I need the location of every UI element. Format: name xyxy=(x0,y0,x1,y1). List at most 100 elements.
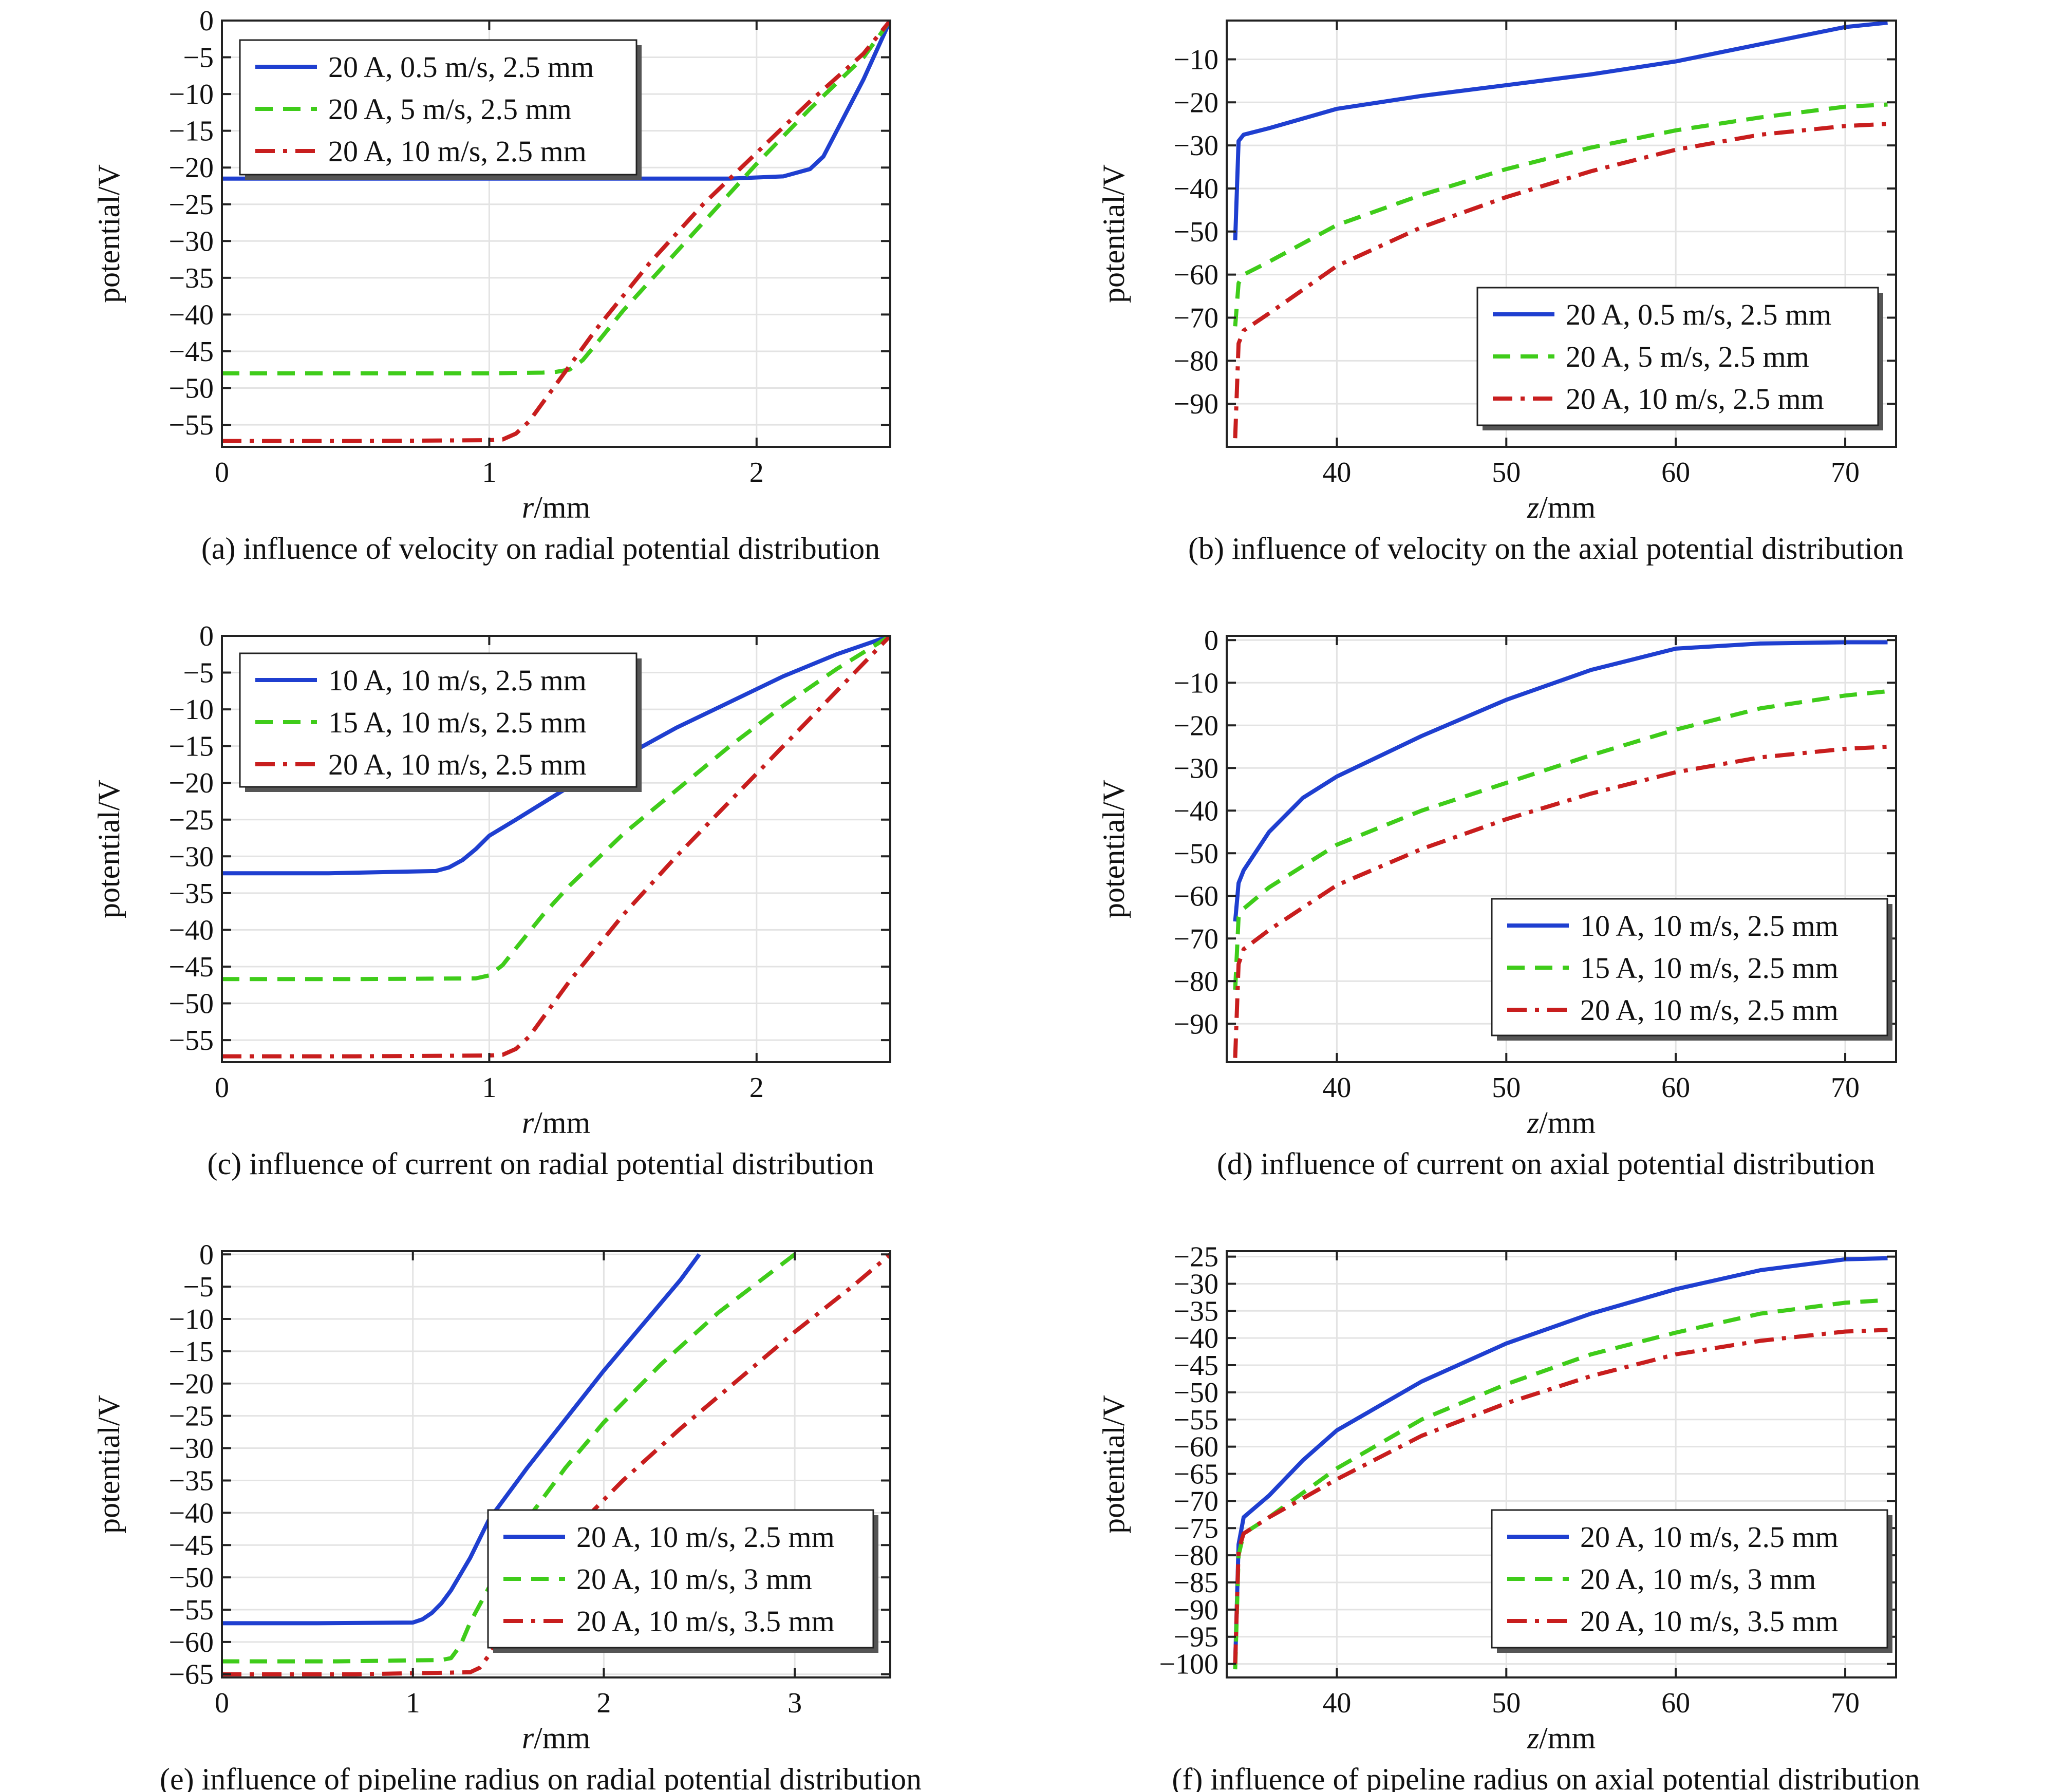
legend-label-2: 20 A, 5 m/s, 2.5 mm xyxy=(1566,340,1809,373)
plot-frame xyxy=(221,20,891,448)
x-tick-label: 70 xyxy=(1831,457,1860,488)
y-tick-label: −40 xyxy=(1173,1323,1218,1354)
x-tick-label: 2 xyxy=(749,1072,764,1104)
y-tick-label: −70 xyxy=(1173,1485,1218,1517)
y-tick-label: −65 xyxy=(168,1659,214,1691)
legend-label-1: 10 A, 10 m/s, 2.5 mm xyxy=(328,664,587,697)
legend-label-1: 10 A, 10 m/s, 2.5 mm xyxy=(1580,909,1839,942)
y-tick-label: −10 xyxy=(168,79,214,110)
y-tick-label: −40 xyxy=(1173,173,1218,205)
x-tick-label: 2 xyxy=(749,457,764,488)
y-tick-label: −10 xyxy=(1173,44,1218,76)
legend: 20 A, 0.5 m/s, 2.5 mm 20 A, 5 m/s, 2.5 mm… xyxy=(1476,287,1883,430)
y-tick-label: −20 xyxy=(168,767,214,799)
y-tick-label: −45 xyxy=(168,336,214,368)
y-tick-label: −80 xyxy=(1173,1540,1218,1572)
y-tick-label: −20 xyxy=(168,152,214,184)
legend-label-2: 15 A, 10 m/s, 2.5 mm xyxy=(328,706,587,739)
x-axis-label: z/mm xyxy=(1527,491,1596,524)
y-tick-label: 0 xyxy=(199,620,214,652)
x-tick-label: 60 xyxy=(1661,457,1690,488)
y-tick-label: −40 xyxy=(168,299,214,331)
x-tick-label: 1 xyxy=(482,457,496,488)
y-tick-label: −65 xyxy=(1173,1459,1218,1491)
y-tick-label: −70 xyxy=(1173,302,1218,334)
x-tick-label: 60 xyxy=(1661,1072,1690,1104)
series-line-3 xyxy=(1233,1328,1888,1664)
x-tick-label: 0 xyxy=(215,457,229,488)
y-tick-label: −50 xyxy=(168,1562,214,1594)
x-axis-variable: r xyxy=(522,491,534,524)
x-axis-label: z/mm xyxy=(1527,1721,1596,1755)
legend-label-2: 20 A, 10 m/s, 3 mm xyxy=(576,1562,812,1596)
y-tick-label: −20 xyxy=(168,1368,214,1400)
y-tick-label: −15 xyxy=(168,116,214,147)
y-tick-label: −20 xyxy=(1173,710,1218,742)
legend-label-3: 20 A, 10 m/s, 2.5 mm xyxy=(1566,382,1824,416)
legend: 20 A, 10 m/s, 2.5 mm 20 A, 10 m/s, 3 mm 20… xyxy=(1491,1509,1892,1653)
y-tick-label: −45 xyxy=(168,951,214,983)
panel-caption: (d) influence of current on axial potent… xyxy=(1217,1147,1875,1181)
legend: 20 A, 10 m/s, 2.5 mm 20 A, 10 m/s, 3 mm 20… xyxy=(487,1509,878,1653)
panel-caption: (f) influence of pipeline radius on axia… xyxy=(1172,1762,1920,1792)
legend-label-1: 20 A, 10 m/s, 2.5 mm xyxy=(576,1520,835,1554)
x-axis-unit: /mm xyxy=(1539,491,1596,524)
y-axis-label: potential/V xyxy=(92,780,126,918)
legend-label-1: 20 A, 0.5 m/s, 2.5 mm xyxy=(328,50,594,84)
x-axis-variable: z xyxy=(1527,1721,1539,1755)
x-axis-unit: /mm xyxy=(534,1106,590,1140)
x-tick-label: 70 xyxy=(1831,1687,1860,1719)
y-tick-label: −80 xyxy=(1173,345,1218,377)
x-tick-label: 50 xyxy=(1492,1687,1521,1719)
series-line-2 xyxy=(1233,102,1888,327)
y-tick-label: −35 xyxy=(168,262,214,294)
y-tick-label: −50 xyxy=(1173,838,1218,870)
y-tick-label: −50 xyxy=(1173,216,1218,248)
y-tick-label: −90 xyxy=(1173,1008,1218,1040)
y-tick-label: −45 xyxy=(168,1530,214,1561)
y-tick-label: −30 xyxy=(1173,1268,1218,1300)
x-tick-label: 40 xyxy=(1322,457,1351,488)
y-tick-label: −35 xyxy=(168,1465,214,1497)
y-tick-label: −100 xyxy=(1159,1649,1218,1681)
y-tick-label: −5 xyxy=(183,1271,214,1303)
legend-label-3: 20 A, 10 m/s, 3.5 mm xyxy=(576,1605,835,1638)
plot-frame xyxy=(1226,20,1897,448)
y-tick-label: −60 xyxy=(1173,880,1218,912)
series-line-2 xyxy=(1233,1298,1888,1670)
y-tick-label: −45 xyxy=(1173,1350,1218,1382)
y-tick-label: −90 xyxy=(1173,388,1218,420)
y-tick-label: −75 xyxy=(1173,1513,1218,1544)
x-tick-label: 0 xyxy=(215,1072,229,1104)
plot-frame xyxy=(221,635,891,1063)
legend-box xyxy=(487,1509,874,1649)
y-tick-label: −55 xyxy=(168,409,214,441)
y-tick-label: −55 xyxy=(1173,1404,1218,1436)
y-tick-label: −85 xyxy=(1173,1567,1218,1599)
x-tick-label: 50 xyxy=(1492,457,1521,488)
legend-label-3: 20 A, 10 m/s, 2.5 mm xyxy=(328,135,587,168)
y-tick-label: −70 xyxy=(1173,923,1218,955)
y-tick-label: −40 xyxy=(1173,795,1218,827)
y-tick-label: 0 xyxy=(199,1239,214,1271)
series-line-2 xyxy=(222,636,890,982)
x-tick-label: 40 xyxy=(1322,1687,1351,1719)
legend-label-3: 20 A, 10 m/s, 2.5 mm xyxy=(1580,993,1839,1027)
y-axis-label: potential/V xyxy=(1097,780,1131,918)
x-axis-variable: z xyxy=(1527,1106,1539,1140)
y-tick-label: −40 xyxy=(168,914,214,946)
plot-frame xyxy=(221,1250,891,1678)
legend-box xyxy=(1491,1509,1888,1649)
y-tick-label: −55 xyxy=(168,1594,214,1626)
y-tick-label: −35 xyxy=(168,878,214,910)
y-tick-label: −50 xyxy=(1173,1377,1218,1409)
y-tick-label: −10 xyxy=(168,694,214,726)
legend-box xyxy=(1476,287,1879,426)
y-tick-label: 0 xyxy=(199,5,214,37)
y-tick-label: −15 xyxy=(168,731,214,763)
chart-panel-f: 40 50 60 70 −25−30−35−40−45−50−55−60−65−70−7… xyxy=(1097,1241,1920,1792)
legend-label-1: 20 A, 10 m/s, 2.5 mm xyxy=(1580,1520,1839,1554)
legend-box xyxy=(1491,898,1888,1036)
legend-label-1: 20 A, 0.5 m/s, 2.5 mm xyxy=(1566,298,1831,331)
